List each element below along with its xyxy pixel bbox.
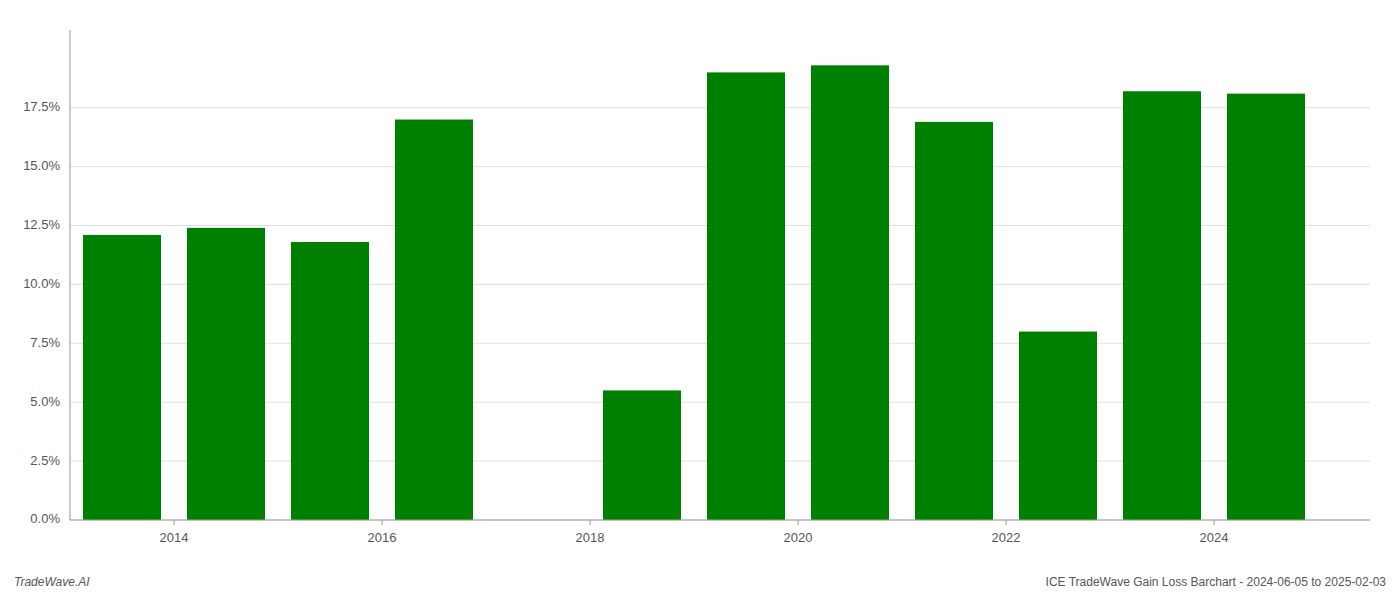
bar: [707, 72, 785, 520]
x-tick: [382, 520, 383, 525]
x-tick: [1214, 520, 1215, 525]
x-tick-label: 2014: [160, 530, 189, 545]
grid-line: [70, 520, 1370, 521]
bar: [915, 122, 993, 520]
bar: [1123, 91, 1201, 520]
x-tick-label: 2016: [368, 530, 397, 545]
y-tick-label: 12.5%: [23, 217, 60, 232]
x-tick-label: 2020: [784, 530, 813, 545]
x-tick-label: 2018: [576, 530, 605, 545]
footer-left: TradeWave.AI: [14, 575, 90, 589]
bar: [603, 390, 681, 520]
chart-svg: 0.0% 2.5% 5.0% 7.5% 10.0% 12.5% 15.0% 17.5% 2014…: [0, 0, 1400, 600]
x-tick: [798, 520, 799, 525]
bar: [291, 242, 369, 520]
bar: [1227, 94, 1305, 520]
y-tick-label: 5.0%: [30, 394, 60, 409]
x-tick: [590, 520, 591, 525]
bar: [187, 228, 265, 520]
y-tick-label: 2.5%: [30, 453, 60, 468]
bars: [83, 65, 1305, 520]
x-tick-label: 2024: [1200, 530, 1229, 545]
y-tick-label: 10.0%: [23, 276, 60, 291]
chart-container: 0.0% 2.5% 5.0% 7.5% 10.0% 12.5% 15.0% 17.5% 2014…: [0, 0, 1400, 600]
x-tick: [1006, 520, 1007, 525]
y-axis-line: [70, 30, 71, 520]
bar: [395, 120, 473, 520]
x-tick: [174, 520, 175, 525]
x-axis-line: [70, 520, 1370, 521]
x-tick-label: 2022: [992, 530, 1021, 545]
axes: 0.0% 2.5% 5.0% 7.5% 10.0% 12.5% 15.0% 17.5% 2014…: [23, 30, 1370, 545]
bar: [83, 235, 161, 520]
bar: [811, 65, 889, 520]
bar: [1019, 332, 1097, 520]
y-tick-label: 17.5%: [23, 99, 60, 114]
footer-right: ICE TradeWave Gain Loss Barchart - 2024-…: [1046, 575, 1387, 589]
y-tick-label: 7.5%: [30, 335, 60, 350]
y-tick-label: 0.0%: [30, 511, 60, 526]
y-tick-label: 15.0%: [23, 158, 60, 173]
